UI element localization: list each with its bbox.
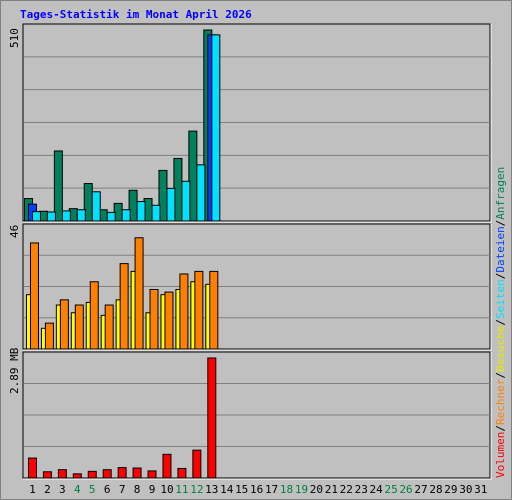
x-tick-label: 31: [474, 483, 487, 496]
legend-besuche: Besuche: [494, 326, 507, 372]
x-tick-label: 5: [89, 483, 96, 496]
plot-frame-highlight: [23, 352, 492, 480]
y-label-visits: 46: [8, 225, 21, 238]
x-tick-label: 2: [44, 483, 51, 496]
x-tick-label: 28: [429, 483, 442, 496]
plot-frame-highlight: [23, 24, 492, 223]
bar-rechner-day-5: [89, 281, 99, 350]
bar-seiten-day-10: [166, 187, 176, 222]
bar-volumen-day-8: [132, 467, 142, 479]
x-tick-label: 14: [220, 483, 234, 496]
bar-volumen-day-5: [87, 470, 97, 479]
bar-volumen-day-4: [72, 473, 82, 479]
x-tick-label: 8: [134, 483, 141, 496]
bar-seiten-day-9: [151, 204, 161, 222]
x-tick-label: 16: [250, 483, 263, 496]
legend-sep-1: /: [494, 425, 507, 432]
bar-rechner-day-10: [164, 291, 174, 350]
x-tick-label: 12: [190, 483, 203, 496]
legend-sep-4: /: [494, 273, 507, 280]
bar-rechner-day-1: [29, 242, 39, 350]
bar-volumen-day-2: [42, 471, 52, 479]
x-tick-label: 10: [160, 483, 173, 496]
x-tick-label: 13: [205, 483, 218, 496]
bar-volumen-day-10: [162, 453, 172, 479]
bar-seiten-day-3: [61, 210, 71, 222]
x-tick-label: 19: [295, 483, 308, 496]
x-tick-label: 26: [399, 483, 412, 496]
x-tick-label: 11: [175, 483, 188, 496]
x-tick-label: 3: [59, 483, 66, 496]
x-tick-label: 18: [280, 483, 293, 496]
bar-seiten-day-8: [136, 201, 146, 222]
legend-volumen: Volumen: [494, 432, 507, 478]
chart-title: Tages-Statistik im Monat April 2026: [20, 8, 252, 21]
bar-rechner-day-4: [74, 304, 84, 350]
bar-rechner-day-3: [59, 299, 69, 350]
x-tick-label: 22: [340, 483, 353, 496]
x-tick-label: 25: [385, 483, 398, 496]
legend-sep-5: /: [494, 220, 507, 227]
bar-seiten-day-12: [196, 164, 206, 222]
bar-seiten-day-6: [106, 211, 116, 222]
x-tick-label: 6: [104, 483, 111, 496]
bar-seiten-day-5: [91, 191, 101, 222]
bar-volumen-day-13: [207, 357, 217, 479]
bar-seiten-day-1: [31, 211, 41, 222]
bar-seiten-day-13: [211, 34, 221, 222]
bar-seiten-day-11: [181, 180, 191, 222]
legend-dateien: Dateien: [494, 226, 507, 272]
x-tick-label: 20: [310, 483, 323, 496]
x-tick-label: 7: [119, 483, 126, 496]
plot-frame-highlight: [23, 224, 492, 351]
bar-rechner-day-11: [179, 273, 189, 350]
y-label-volume: 2.89 MB: [8, 347, 21, 394]
x-tick-label: 23: [355, 483, 368, 496]
bar-volumen-day-12: [192, 449, 202, 479]
x-tick-label: 21: [325, 483, 338, 496]
bar-rechner-day-13: [209, 270, 219, 350]
bar-volumen-day-3: [57, 469, 67, 479]
y-label-requests: 510: [8, 28, 21, 48]
legend-sep-3: /: [494, 319, 507, 326]
bar-seiten-day-4: [76, 209, 86, 222]
x-tick-label: 17: [265, 483, 278, 496]
x-tick-label: 15: [235, 483, 248, 496]
x-tick-label: 4: [74, 483, 81, 496]
legend-rechner: Rechner: [494, 378, 507, 425]
bar-seiten-day-7: [121, 209, 131, 222]
bar-volumen-day-6: [102, 469, 112, 479]
bar-seiten-day-2: [46, 211, 56, 222]
bar-rechner-day-7: [119, 263, 129, 350]
bar-anfragen-day-3: [53, 150, 63, 222]
x-tick-label: 9: [149, 483, 156, 496]
legend-right: Volumen/Rechner/Besuche/Seiten/Dateien/A…: [494, 167, 507, 478]
bar-volumen-day-1: [27, 457, 37, 479]
bar-rechner-day-9: [149, 289, 159, 350]
bar-rechner-day-12: [194, 270, 204, 350]
x-tick-label: 29: [444, 483, 457, 496]
legend-sep-2: /: [494, 372, 507, 379]
legend-seiten: Seiten: [494, 279, 507, 319]
bar-volumen-day-11: [177, 467, 187, 479]
bar-rechner-day-6: [104, 304, 114, 350]
x-tick-label: 24: [370, 483, 384, 496]
bar-rechner-day-8: [134, 237, 144, 350]
bar-volumen-day-9: [147, 470, 157, 479]
x-tick-label: 1: [29, 483, 36, 496]
bar-volumen-day-7: [117, 467, 127, 479]
legend-anfragen: Anfragen: [494, 167, 507, 220]
x-tick-label: 30: [459, 483, 472, 496]
x-tick-label: 27: [414, 483, 427, 496]
bar-rechner-day-2: [44, 322, 54, 350]
